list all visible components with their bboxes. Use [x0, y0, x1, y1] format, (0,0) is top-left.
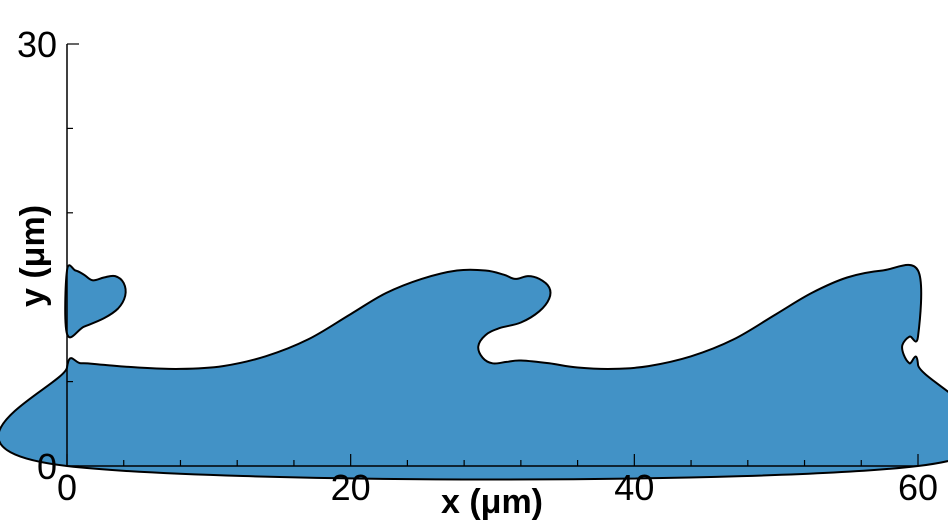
detached-crest [64, 264, 127, 339]
axis-ticks: 0 20 40 60 0 30 [17, 24, 938, 508]
y-tick-label: 30 [17, 24, 57, 65]
y-tick-label: 0 [37, 446, 57, 487]
main-fluid-region [0, 263, 948, 481]
x-tick-label: 40 [614, 467, 654, 508]
x-tick-label: 60 [898, 467, 938, 508]
x-axis-title: x (μm) [441, 483, 543, 521]
x-tick-label: 20 [331, 467, 371, 508]
x-tick-label: 0 [57, 467, 77, 508]
y-axis-title: y (μm) [14, 205, 52, 307]
axes [66, 44, 918, 467]
fluid-regions [0, 263, 948, 481]
